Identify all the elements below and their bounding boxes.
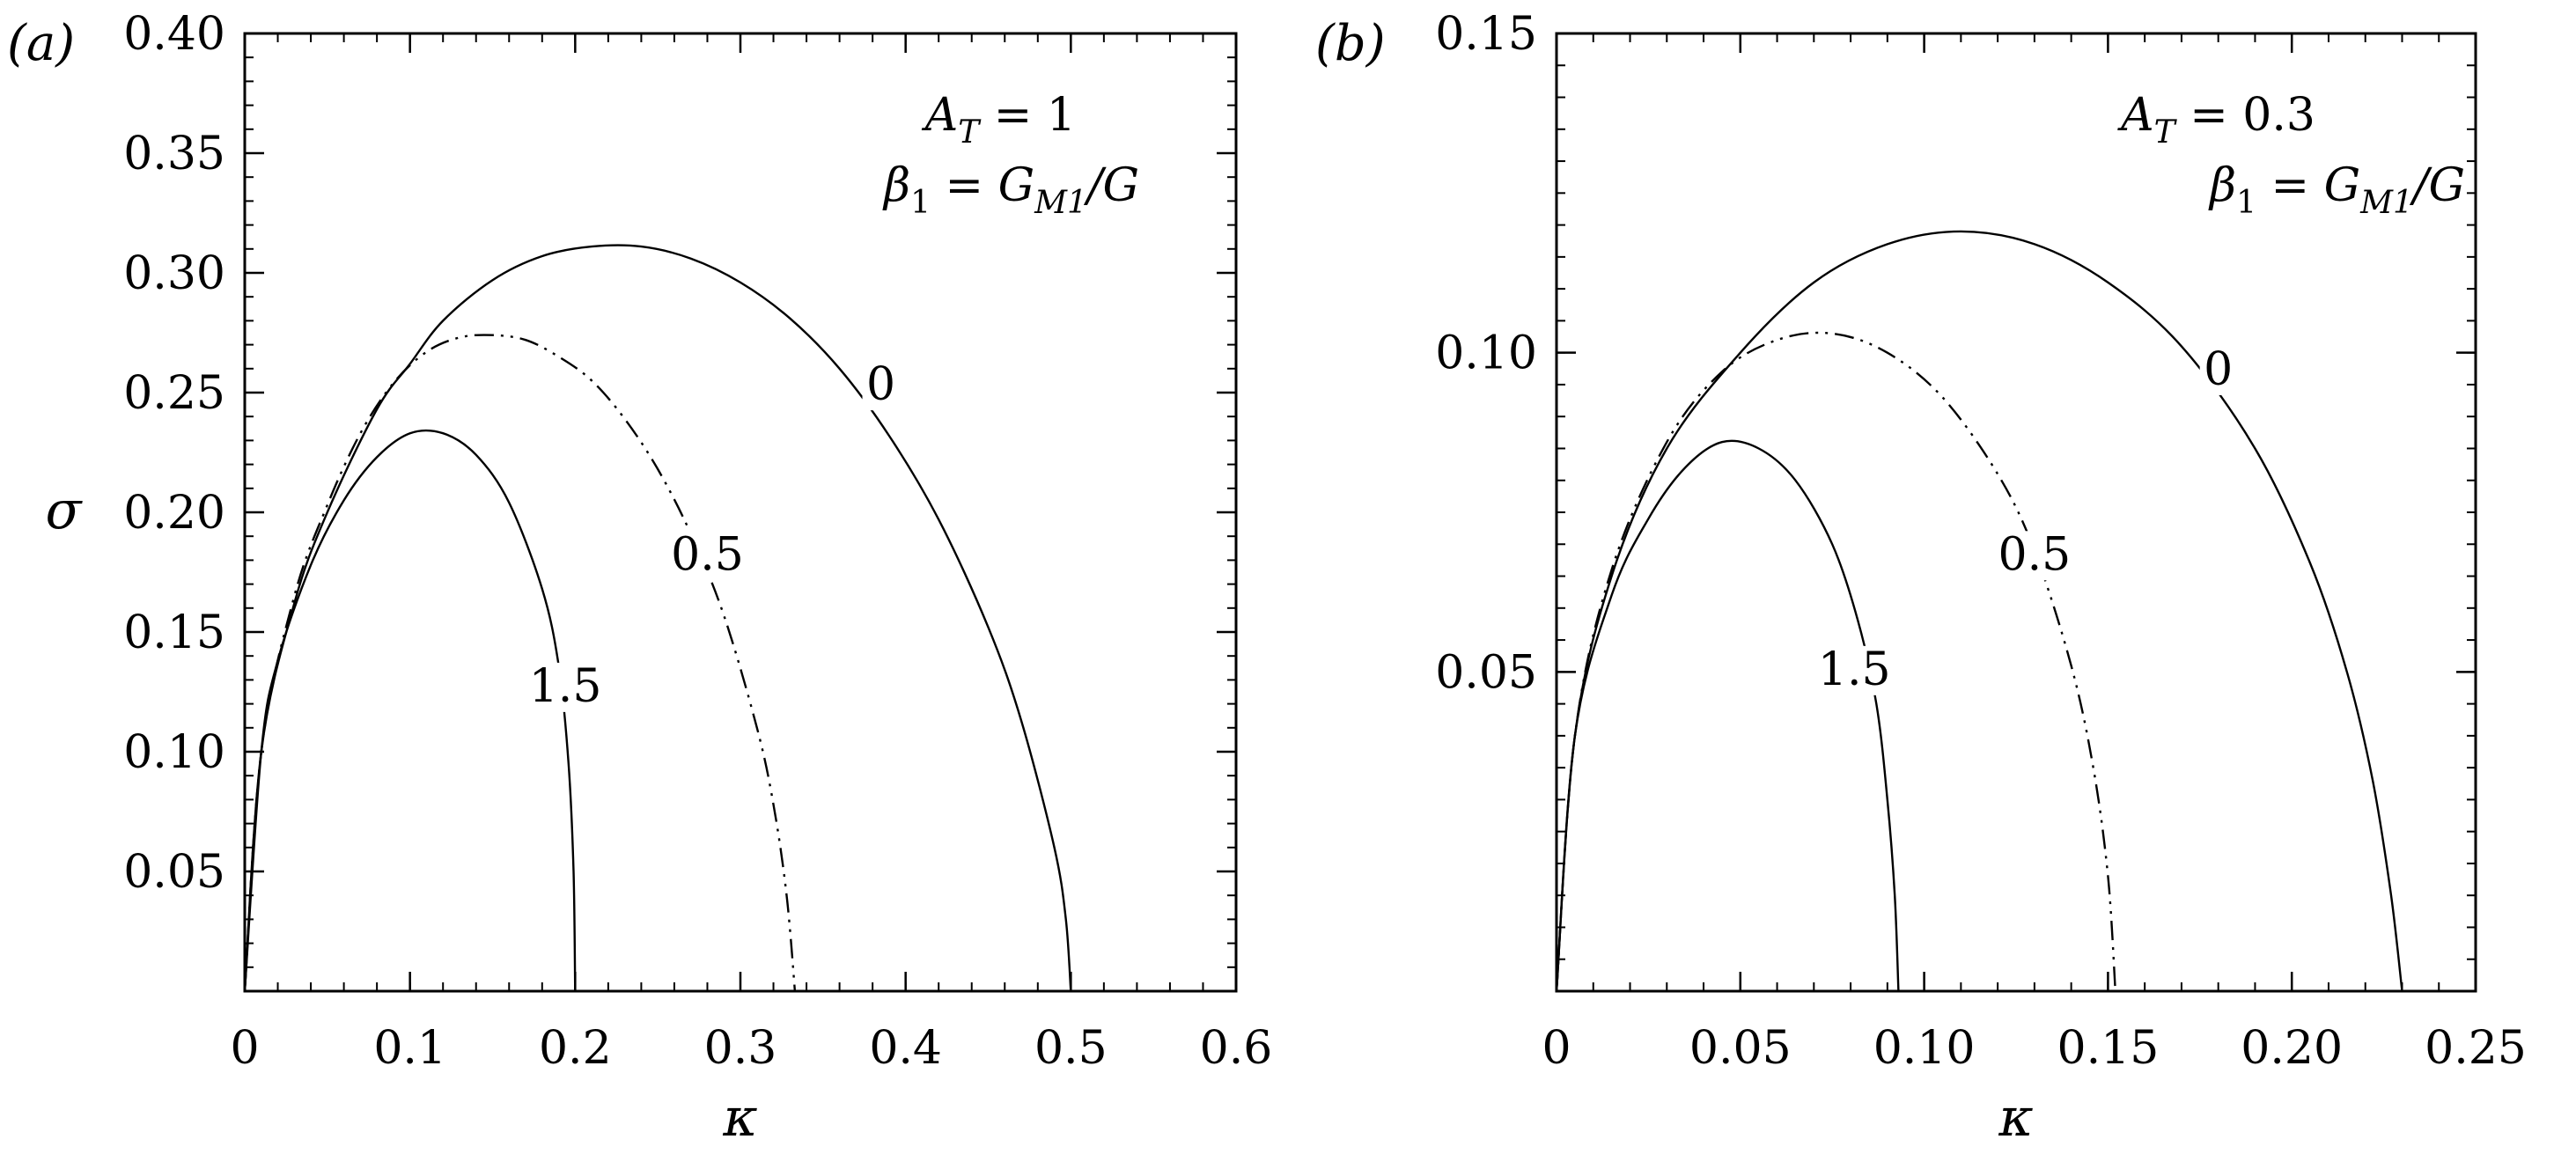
curve-label-bg <box>2199 345 2237 395</box>
ann-gm-sub: M1 <box>1034 185 1087 221</box>
y-tick-label: 0.25 <box>123 367 225 420</box>
curve-0-5 <box>1555 331 2116 992</box>
y-tick-label: 0.05 <box>123 846 225 899</box>
ann-eq: = G <box>2256 159 2360 212</box>
panel-b-label: (b) <box>1315 15 1386 72</box>
x-tick-label: 0.2 <box>539 1022 612 1075</box>
curve-label: 0 <box>2204 343 2233 396</box>
y-tick-label: 0.40 <box>123 8 225 61</box>
ann-sub: T <box>2154 114 2178 151</box>
curve-label: 0.5 <box>1998 528 2072 581</box>
y-tick-label: 0.30 <box>123 247 225 300</box>
x-tick-label: 0.3 <box>704 1022 777 1075</box>
x-tick-label: 0.25 <box>2425 1022 2527 1075</box>
x-tick-label: 0.10 <box>1873 1022 1976 1075</box>
ann-beta-sub: 1 <box>910 185 931 221</box>
curve-0 <box>1555 230 2403 992</box>
ann-var: A <box>2117 89 2154 142</box>
curve-label: 1.5 <box>529 660 602 713</box>
panel-b: (b) 0 0.05 0.10 0.15 0.20 0.250.050.100.15 00… <box>1315 8 2527 1149</box>
x-tick-label: 0.1 <box>373 1022 446 1075</box>
curve-1-5 <box>243 429 577 992</box>
ann-beta: β <box>882 159 910 212</box>
panel-a: (a) 0 0.1 0.2 0.3 0.4 0.5 0.60.050.100.150.200… <box>7 8 1272 1149</box>
y-tick-label: 0.10 <box>1435 327 1537 380</box>
x-tick-label: 0.6 <box>1200 1022 1273 1075</box>
ann-tail: /G <box>2409 159 2465 212</box>
panel-a-curve-labels: 0 0.5 1.5 <box>520 358 900 713</box>
x-tick-label: 0 <box>1542 1022 1571 1075</box>
y-tick-label: 0.20 <box>123 487 225 540</box>
ann-value: = 0.3 <box>2175 89 2315 142</box>
ann-value: = 1 <box>979 89 1076 142</box>
y-tick-label: 0.35 <box>123 128 225 180</box>
y-tick-label: 0.10 <box>123 726 225 779</box>
curve-0 <box>243 244 1072 992</box>
x-tick-label: 0.05 <box>1689 1022 1792 1075</box>
panel-b-x-axis-label: κ <box>1998 1087 2033 1149</box>
ann-sub: T <box>958 114 982 151</box>
y-tick-label: 0.15 <box>123 606 225 659</box>
panel-a-annotation-at: AT = 1 <box>922 89 1076 151</box>
panel-a-y-axis-label: σ <box>46 480 84 541</box>
x-tick-label: 0.15 <box>2057 1022 2160 1075</box>
panel-b-curve-labels: 0 0.5 1.5 <box>1809 343 2237 696</box>
curve-1-5 <box>1555 439 1900 992</box>
panel-b-tick-labels: 0 0.05 0.10 0.15 0.20 0.25 0.05 0.10 0.15 <box>1435 8 2527 1075</box>
ann-beta-sub: 1 <box>2236 185 2256 221</box>
panel-a-curves <box>243 244 1072 992</box>
ann-gm-sub: M1 <box>2359 185 2413 221</box>
panel-a-label: (a) <box>7 15 75 72</box>
ann-eq: = G <box>931 159 1034 212</box>
panel-b-annotation-at: AT = 0.3 <box>2117 89 2315 151</box>
curve-label-bg <box>1989 531 2079 581</box>
ann-var: A <box>922 89 959 142</box>
curve-label: 0.5 <box>671 528 744 581</box>
panel-a-x-axis-label: κ <box>722 1087 757 1149</box>
curve-label-bg <box>1809 645 1900 695</box>
x-tick-label: 0 <box>230 1022 259 1075</box>
curve-label-bg <box>662 531 753 581</box>
curve-label-bg <box>520 662 611 712</box>
panel-a-annotation-beta: β1 = GM1/G <box>882 159 1139 221</box>
y-tick-label: 0.15 <box>1435 8 1537 61</box>
x-tick-label: 0.20 <box>2241 1022 2343 1075</box>
x-tick-label: 0.5 <box>1034 1022 1108 1075</box>
curve-label-bg <box>862 361 900 411</box>
curve-0-5 <box>243 334 797 992</box>
ann-beta: β <box>2208 159 2236 212</box>
ann-tail: /G <box>1083 159 1139 212</box>
curve-label: 0 <box>866 358 895 411</box>
y-tick-label: 0.05 <box>1435 646 1537 699</box>
curve-label: 1.5 <box>1818 643 1891 696</box>
panel-b-curves <box>1555 230 2403 992</box>
x-tick-label: 0.4 <box>869 1022 942 1075</box>
panel-b-annotation-beta: β1 = GM1/G <box>2208 159 2465 221</box>
panel-a-tick-labels: 0 0.1 0.2 0.3 0.4 0.5 0.6 0.05 0.10 0.15 0.20 0.25 0… <box>123 8 1272 1075</box>
